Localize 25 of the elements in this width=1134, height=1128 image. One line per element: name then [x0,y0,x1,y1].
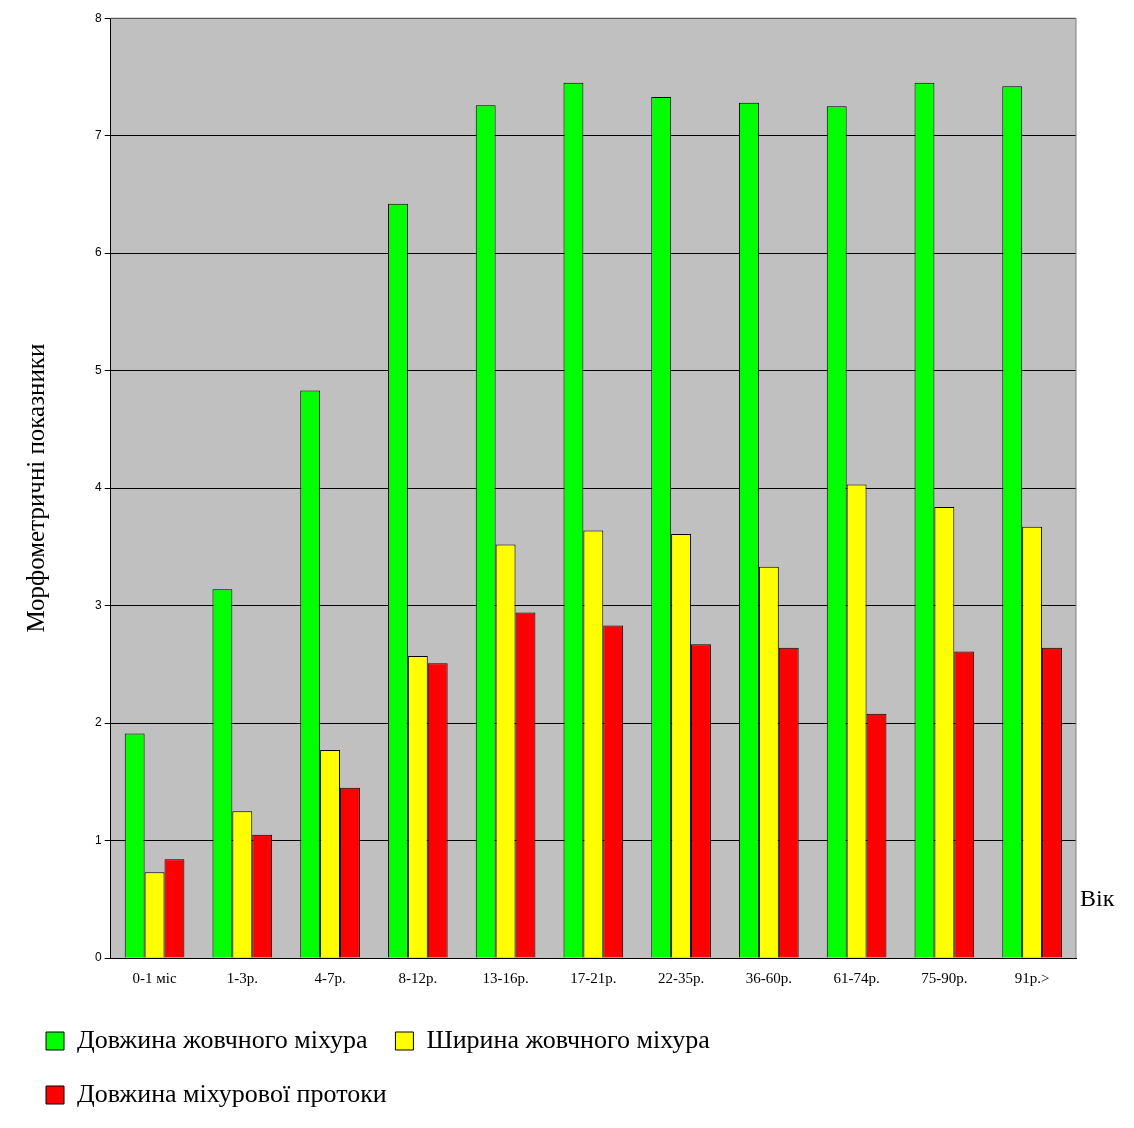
x-tick-label: 0-1 міс [132,969,177,986]
x-tick-label: 4-7р. [314,969,346,986]
x-tick-label: 17-21р. [570,969,617,986]
legend-label: Довжина міхурової протоки [77,1078,387,1108]
x-tick-label: 36-60р. [745,969,792,986]
y-tick-label: 0 [94,950,102,965]
y-tick-label: 6 [94,245,102,260]
y-tick-label: 3 [94,597,102,612]
legend-label: Ширина жовчного міхура [426,1024,711,1054]
x-tick-label: 1-3р. [226,969,258,986]
x-tick-label: 22-35р. [657,969,705,986]
y-tick-label: 4 [94,480,102,495]
x-axis-title: Вік [1080,884,1115,911]
x-tick-label: 8-12р. [398,969,438,986]
y-tick-label: 5 [94,362,102,377]
x-tick-label: 61-74р. [833,969,880,986]
legend-label: Довжина жовчного міхура [77,1024,368,1054]
y-axis-title: Морфометричні показники [21,343,49,633]
x-tick-label: 13-16р. [482,969,529,986]
x-tick-label: 91р.> [1014,969,1050,986]
y-tick-label: 8 [94,10,102,25]
x-tick-label: 75-90р. [921,969,968,986]
y-tick-label: 1 [94,832,102,847]
y-tick-label: 2 [94,715,102,730]
y-tick-label: 7 [94,127,102,142]
